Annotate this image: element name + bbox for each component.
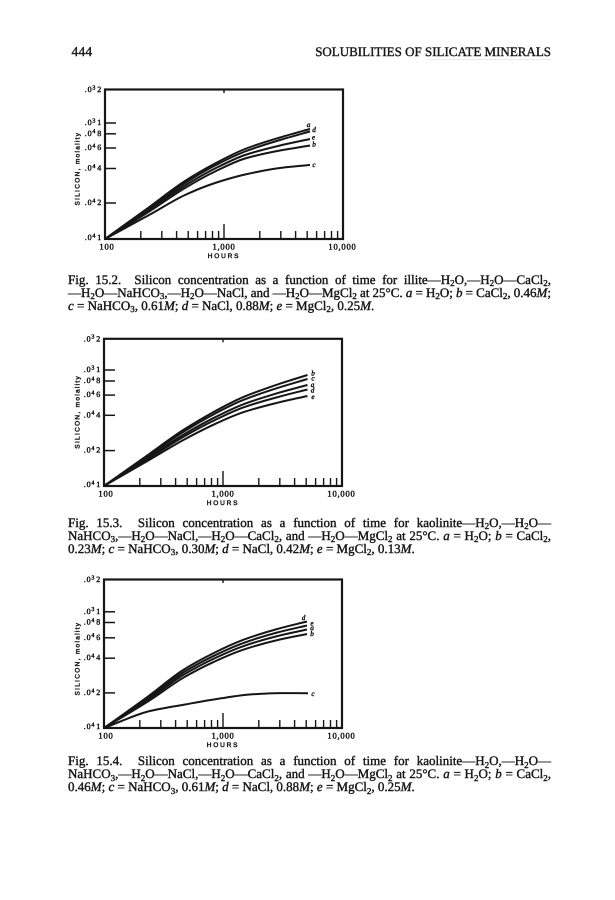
svg-text:.032: .032 [85, 85, 102, 94]
svg-text:SILICON, molality: SILICON, molality [75, 375, 82, 449]
svg-text:c: c [312, 161, 316, 169]
svg-text:b: b [311, 369, 315, 377]
svg-text:d: d [311, 386, 315, 394]
svg-text:.041: .041 [84, 480, 101, 489]
svg-text:.046: .046 [84, 633, 101, 642]
svg-text:10,000: 10,000 [327, 488, 355, 498]
svg-text:.048: .048 [85, 129, 102, 138]
svg-text:1,000: 1,000 [211, 488, 234, 498]
svg-text:SILICON, molality: SILICON, molality [75, 622, 82, 696]
svg-text:.048: .048 [84, 376, 101, 385]
svg-text:e: e [310, 620, 314, 628]
svg-text:.044: .044 [85, 164, 102, 173]
svg-text:e: e [312, 134, 316, 142]
svg-text:.041: .041 [84, 722, 101, 731]
svg-text:.046: .046 [84, 390, 101, 399]
svg-text:10,000: 10,000 [327, 730, 355, 740]
svg-text:HOURS: HOURS [207, 742, 239, 749]
svg-text:c: c [311, 375, 315, 383]
svg-text:e: e [311, 393, 315, 401]
svg-text:.032: .032 [84, 334, 101, 343]
svg-text:10,000: 10,000 [328, 241, 356, 251]
svg-text:a: a [311, 381, 315, 389]
svg-text:.031: .031 [84, 365, 101, 374]
svg-text:c: c [311, 690, 315, 698]
svg-text:.044: .044 [84, 653, 101, 662]
svg-text:SILICON, molality: SILICON, molality [75, 132, 82, 206]
svg-text:HOURS: HOURS [208, 253, 240, 260]
svg-text:.041: .041 [85, 233, 102, 242]
svg-text:.044: .044 [84, 410, 101, 419]
svg-text:1,000: 1,000 [211, 730, 234, 740]
svg-text:HOURS: HOURS [207, 500, 239, 507]
svg-text:b: b [312, 140, 316, 148]
svg-text:a: a [310, 624, 314, 632]
svg-text:1,000: 1,000 [212, 241, 235, 251]
svg-text:d: d [302, 614, 306, 622]
svg-text:.042: .042 [84, 688, 101, 697]
svg-text:.042: .042 [84, 446, 101, 455]
svg-text:a: a [307, 121, 311, 129]
svg-text:.046: .046 [85, 143, 102, 152]
svg-text:.031: .031 [84, 607, 101, 616]
svg-text:.048: .048 [84, 618, 101, 627]
svg-text:.032: .032 [84, 575, 101, 584]
svg-text:d: d [312, 126, 316, 134]
svg-text:.042: .042 [85, 198, 102, 207]
svg-text:100: 100 [98, 488, 113, 498]
svg-text:100: 100 [99, 241, 114, 251]
svg-text:100: 100 [98, 730, 113, 740]
svg-text:b: b [310, 630, 314, 638]
svg-text:.031: .031 [85, 118, 102, 127]
